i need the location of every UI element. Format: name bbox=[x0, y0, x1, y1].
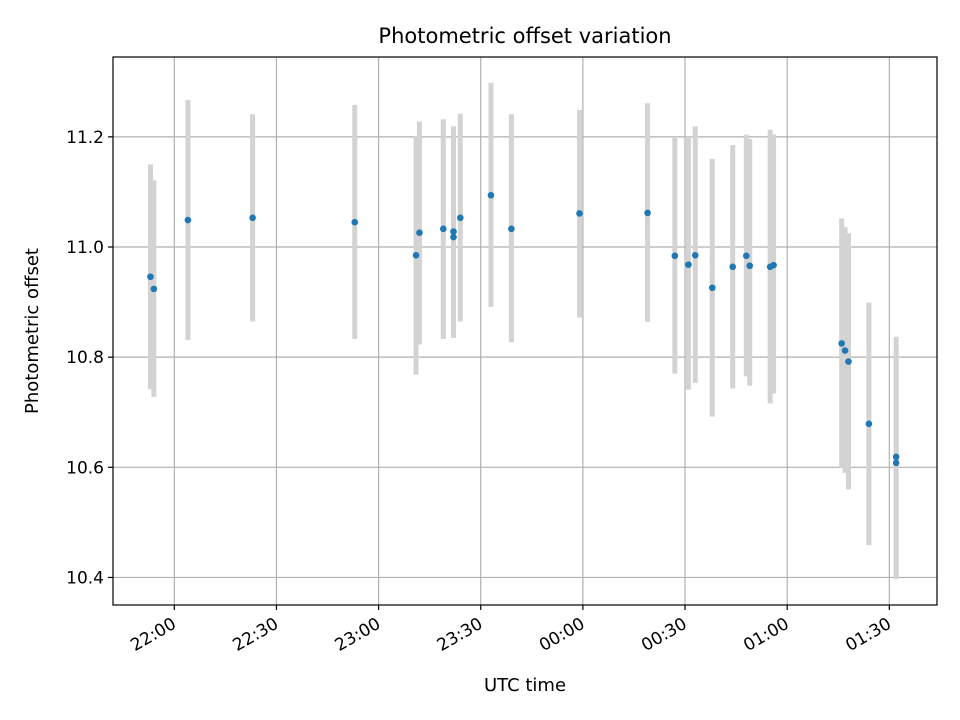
x-tick-label: 22:00 bbox=[127, 614, 179, 656]
data-point bbox=[351, 218, 359, 226]
data-point bbox=[729, 263, 737, 271]
grid-lines bbox=[113, 57, 937, 605]
data-point bbox=[147, 273, 154, 281]
data-point bbox=[450, 228, 457, 235]
x-tick-label: 01:00 bbox=[740, 614, 792, 656]
data-point bbox=[450, 233, 457, 241]
data-point bbox=[457, 214, 464, 222]
data-point bbox=[685, 261, 692, 268]
data-point bbox=[644, 209, 651, 217]
data-point bbox=[184, 216, 192, 224]
plot-frame bbox=[112, 56, 938, 606]
x-axis-ticks: 22:00 22:30 23:00 23:30 00:00 00:30 01:00 01:30 bbox=[127, 605, 895, 656]
data-points bbox=[147, 191, 900, 467]
data-point bbox=[691, 251, 699, 259]
y-tick-label: 11.0 bbox=[66, 238, 104, 258]
x-axis-label: UTC time bbox=[484, 675, 566, 696]
x-tick-label: 00:30 bbox=[638, 614, 690, 656]
x-tick-label: 23:30 bbox=[434, 614, 486, 656]
data-point bbox=[892, 453, 900, 461]
data-point bbox=[150, 285, 158, 293]
data-point bbox=[416, 229, 423, 236]
data-point bbox=[508, 225, 515, 233]
x-tick-label: 01:30 bbox=[842, 614, 894, 656]
data-point bbox=[439, 225, 447, 233]
data-point bbox=[845, 358, 852, 365]
data-point bbox=[412, 251, 420, 259]
y-axis-label: Photometric offset bbox=[22, 248, 43, 414]
data-point bbox=[841, 347, 849, 354]
error-bars bbox=[147, 82, 899, 580]
chart-title: Photometric offset variation bbox=[378, 24, 671, 48]
x-tick-label: 22:30 bbox=[230, 614, 282, 656]
data-point bbox=[743, 252, 750, 260]
data-point bbox=[576, 210, 583, 217]
y-tick-label: 10.8 bbox=[66, 348, 104, 368]
data-point bbox=[838, 340, 845, 347]
data-point bbox=[770, 261, 777, 269]
y-tick-label: 10.6 bbox=[66, 458, 104, 478]
y-tick-label: 11.2 bbox=[66, 128, 104, 148]
y-axis-ticks: 10.4 10.6 10.8 11.0 11.2 bbox=[66, 128, 113, 588]
data-point bbox=[671, 252, 679, 260]
data-point bbox=[249, 214, 256, 222]
data-point bbox=[746, 262, 754, 270]
data-point bbox=[487, 191, 495, 199]
data-point bbox=[892, 459, 900, 467]
x-tick-label: 23:00 bbox=[332, 614, 384, 656]
data-point bbox=[865, 420, 873, 428]
y-tick-label: 10.4 bbox=[66, 568, 104, 588]
data-point bbox=[708, 284, 716, 292]
x-tick-label: 00:00 bbox=[536, 614, 588, 656]
